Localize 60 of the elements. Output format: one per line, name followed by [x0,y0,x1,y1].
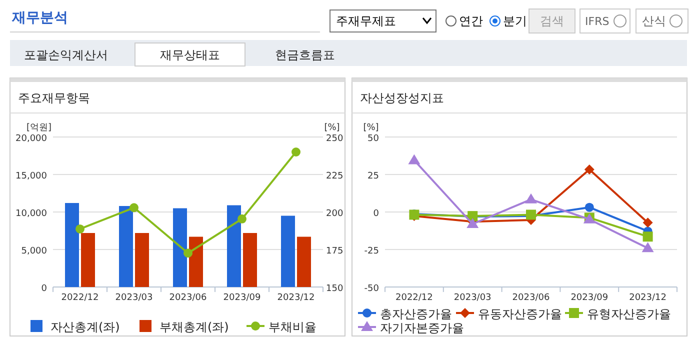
point [642,242,654,252]
legend-label: 부채총계(좌) [160,320,229,334]
x-tick-label: 2023/09 [223,293,261,303]
y2-tick-label: 225 [326,172,344,182]
y-axis-title: [%] [363,123,379,133]
x-tick-label: 2023/06 [169,293,207,303]
x-tick-label: 2023/06 [512,293,550,303]
y-axis-title: [억원] [26,123,52,133]
legend-label: 자산총계(좌) [50,320,120,334]
point [76,224,84,234]
page-controls: 재무분석 주재무제표 연간 분기 검색 IFRS 산식 포괄손익계산서 재무상태표 현금흐름표 [10,8,688,66]
x-tick-label: 2023/12 [629,293,666,303]
bar [281,216,295,287]
point [408,154,420,164]
bar [81,233,95,287]
y-tick-label: 50 [368,134,380,144]
point [642,232,653,242]
bar [135,233,149,287]
y2-tick-label: 250 [326,134,344,144]
point [130,203,138,212]
y-tick-label: 20,000 [16,134,48,144]
y-tick-label: 25 [368,172,379,182]
x-tick-label: 2023/03 [454,293,492,303]
y-tick-label: -25 [364,246,379,256]
legend-label: 유동자산증가율 [478,307,562,321]
legend-label: 총자산증가율 [380,307,452,321]
y-tick-label: 5,000 [21,246,48,256]
bar [227,205,241,287]
legend-label: 부채비율 [268,320,316,334]
point [292,148,300,156]
point [584,164,594,175]
y-tick-label: 15,000 [16,172,48,182]
bar [173,208,187,287]
y-tick-label: 10,000 [16,209,48,219]
bar [243,233,257,287]
legend-label: 유형자산증가율 [587,307,671,321]
x-tick-label: 2023/12 [277,293,315,303]
y2-axis-title: [%] [324,123,340,133]
bar [65,203,79,287]
x-tick-label: 2023/03 [115,293,153,303]
x-tick-label: 2022/12 [396,293,433,303]
y-tick-label: -50 [364,284,380,294]
y-tick-label: 0 [373,209,380,219]
legend-label: 자기자본증가율 [380,321,464,335]
x-tick-label: 2022/12 [61,293,99,303]
bar [119,206,133,287]
bar [189,236,203,287]
x-tick-label: 2023/09 [570,293,608,303]
y-tick-label: 0 [41,284,48,294]
y2-tick-label: 200 [326,209,344,219]
point [584,202,594,212]
point [642,218,653,228]
chart-title: 주요재무항목 [18,91,90,105]
point [525,193,537,204]
chart-title: 자산성장성지표 [360,91,444,105]
point [184,248,192,258]
point [238,214,246,224]
bar [297,236,311,287]
y2-tick-label: 150 [326,284,344,294]
y2-tick-label: 175 [326,246,344,256]
